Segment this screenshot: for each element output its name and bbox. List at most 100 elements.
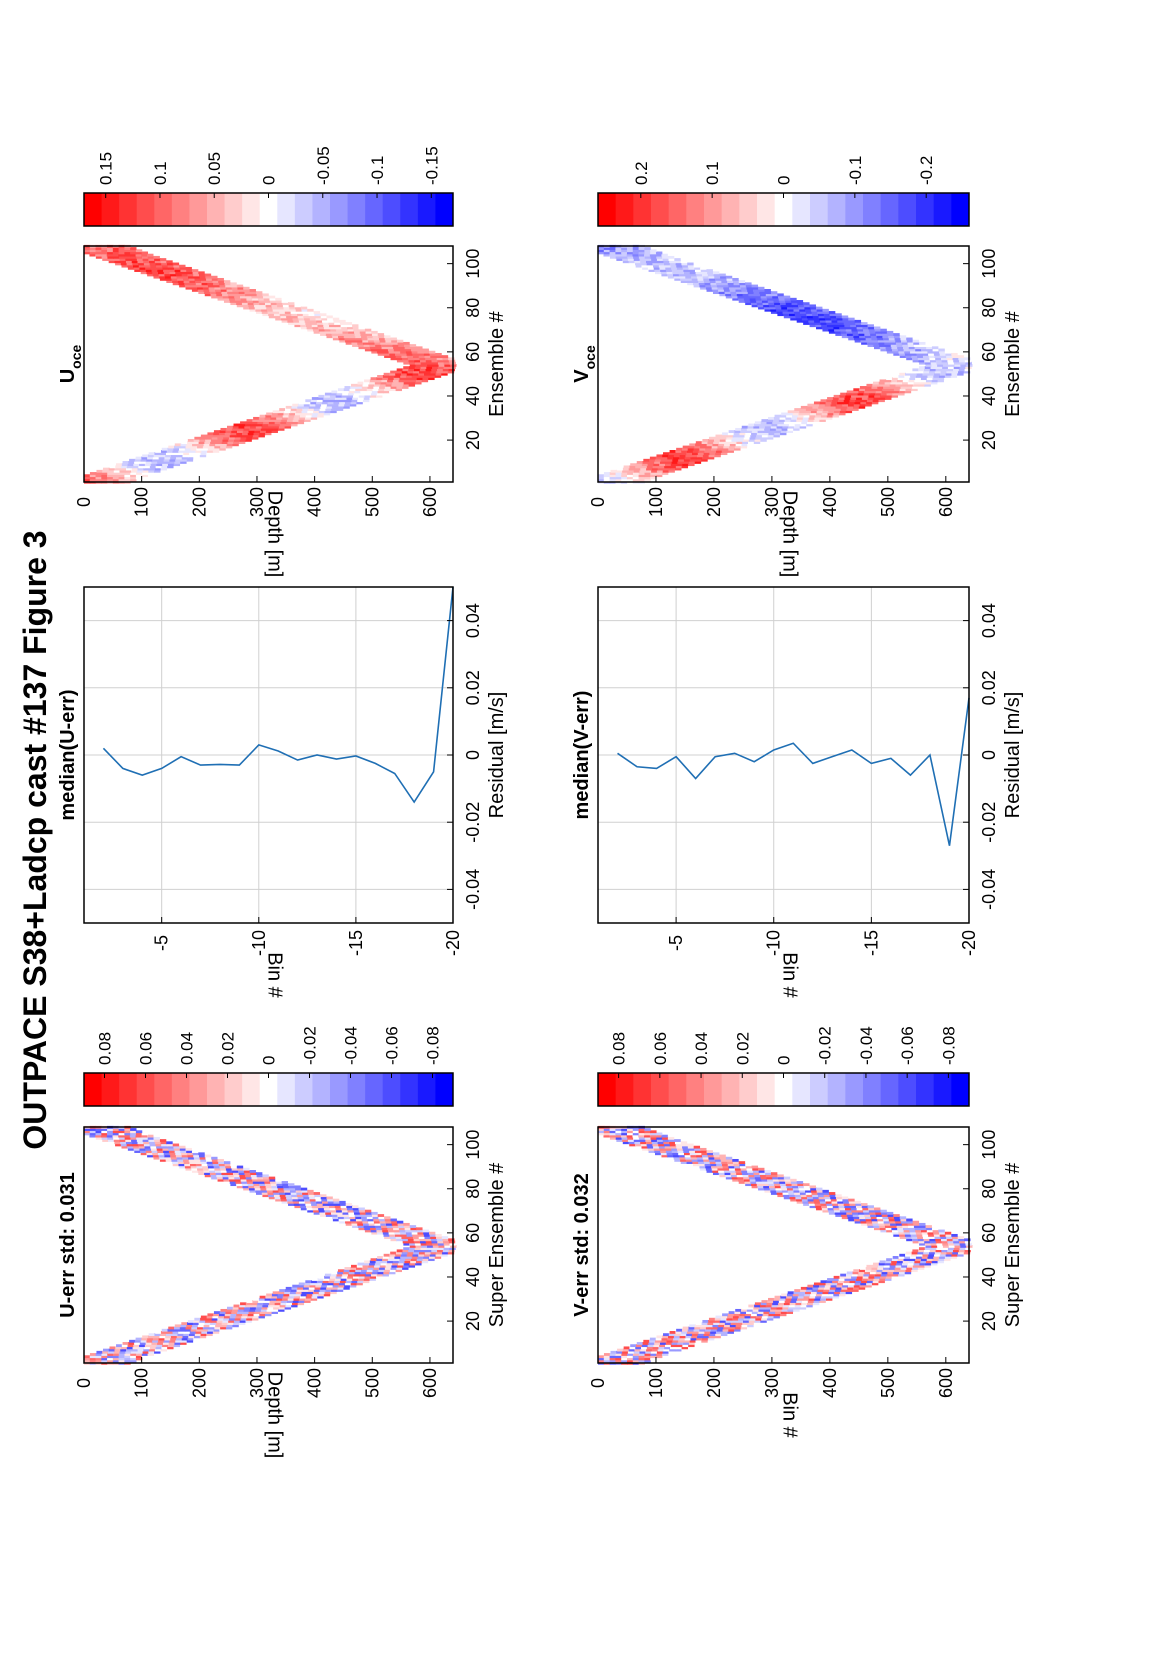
heatmap-cell bbox=[126, 465, 134, 469]
heatmap-cell bbox=[638, 247, 645, 250]
colorbar-tick-label: -0.04 bbox=[342, 1026, 361, 1065]
depth-tick-label: 300 bbox=[762, 1368, 782, 1398]
heatmap-cell bbox=[767, 419, 774, 422]
heatmap-cell bbox=[827, 1293, 834, 1297]
heatmap-cell bbox=[437, 1242, 445, 1246]
heatmap-cell bbox=[321, 1284, 328, 1288]
heatmap-cell bbox=[200, 434, 208, 438]
heatmap-cell bbox=[403, 341, 410, 345]
heatmap-cell bbox=[649, 458, 656, 462]
heatmap-cell bbox=[320, 1286, 327, 1290]
heatmap-cell bbox=[298, 403, 305, 407]
heatmap-cell bbox=[209, 289, 216, 292]
heatmap-cell bbox=[126, 1346, 134, 1350]
heatmap-cell bbox=[379, 386, 386, 389]
heatmap-cell bbox=[887, 1214, 894, 1217]
heatmap-cell bbox=[906, 337, 913, 341]
heatmap-cell bbox=[777, 1304, 784, 1308]
heatmap-cell bbox=[113, 255, 120, 259]
heatmap-cell bbox=[690, 456, 697, 460]
colorbar-segment bbox=[704, 193, 723, 226]
heatmap-cell bbox=[350, 337, 357, 341]
heatmap-cell bbox=[964, 359, 972, 363]
heatmap-cell bbox=[692, 452, 699, 456]
colorbar-segment bbox=[136, 1073, 155, 1106]
heatmap-cell bbox=[615, 1132, 622, 1136]
heatmap-cell bbox=[721, 280, 728, 283]
heatmap-cell bbox=[205, 436, 213, 440]
heatmap-cell bbox=[395, 1236, 403, 1239]
heatmap-cell bbox=[964, 1238, 971, 1242]
colorbar-tick-label: -0.04 bbox=[857, 1026, 876, 1065]
heatmap-cell bbox=[937, 1245, 944, 1248]
heatmap-cell bbox=[392, 1260, 400, 1264]
heatmap-cell bbox=[683, 1150, 690, 1153]
heatmap-cell bbox=[315, 1284, 322, 1288]
heatmap-cell bbox=[281, 1200, 288, 1204]
heatmap-cell bbox=[389, 355, 397, 358]
heatmap-cell bbox=[418, 1233, 425, 1237]
heatmap-cell bbox=[89, 1357, 97, 1361]
heatmap-cell bbox=[317, 324, 324, 328]
heatmap-cell bbox=[713, 1319, 721, 1323]
heatmap-cell bbox=[645, 469, 652, 473]
heatmap-cell bbox=[344, 401, 352, 405]
heatmap-cell bbox=[240, 436, 247, 440]
heatmap-cell bbox=[391, 339, 398, 343]
heatmap-cell bbox=[888, 386, 896, 389]
heatmap-cell bbox=[916, 1253, 924, 1257]
heatmap-cell bbox=[746, 1308, 754, 1312]
heatmap-cell bbox=[363, 1225, 370, 1228]
heatmap-cell bbox=[718, 1172, 726, 1176]
heatmap-cell bbox=[899, 388, 907, 392]
heatmap-cell bbox=[787, 1308, 794, 1312]
heatmap-cell bbox=[232, 1172, 240, 1176]
heatmap-cell bbox=[215, 1170, 222, 1173]
heatmap-cell bbox=[437, 1247, 445, 1251]
heatmap-cell bbox=[124, 251, 131, 255]
heatmap-cell bbox=[669, 1141, 676, 1145]
heatmap-cell bbox=[906, 1267, 913, 1270]
heatmap-cell bbox=[932, 1258, 939, 1262]
heatmap-cell bbox=[307, 328, 314, 332]
heatmap-cell bbox=[171, 452, 179, 456]
heatmap-cell bbox=[202, 286, 210, 290]
heatmap-cell bbox=[869, 390, 877, 394]
heatmap-cell bbox=[310, 1282, 317, 1286]
heatmap-cell bbox=[387, 1260, 394, 1264]
heatmap-cell bbox=[638, 476, 645, 480]
heatmap-cell bbox=[390, 1267, 397, 1270]
heatmap-cell bbox=[324, 392, 332, 396]
heatmap-cell bbox=[610, 469, 617, 473]
heatmap-cell bbox=[282, 1295, 290, 1299]
heatmap-cell bbox=[304, 1300, 311, 1303]
heatmap-cell bbox=[736, 1172, 743, 1176]
heatmap-cell bbox=[190, 282, 197, 286]
heatmap-cell bbox=[214, 286, 221, 290]
heatmap-cell bbox=[394, 350, 401, 354]
u_oce-title: Uoce bbox=[57, 344, 84, 383]
heatmap-cell bbox=[273, 313, 281, 317]
heatmap-cell bbox=[781, 306, 788, 310]
heatmap-cell bbox=[405, 1258, 412, 1262]
heatmap-cell bbox=[448, 368, 455, 372]
heatmap-cell bbox=[159, 275, 166, 279]
heatmap-cell bbox=[132, 465, 139, 469]
heatmap-cell bbox=[668, 258, 675, 261]
heatmap-cell bbox=[108, 1141, 116, 1145]
heatmap-cell bbox=[871, 1282, 879, 1286]
heatmap-cell bbox=[238, 441, 246, 445]
heatmap-cell bbox=[964, 1240, 972, 1244]
heatmap-cell bbox=[743, 1317, 751, 1321]
heatmap-cell bbox=[689, 1152, 697, 1156]
colorbar-segment bbox=[615, 193, 634, 226]
heatmap-cell bbox=[200, 436, 207, 440]
heatmap-cell bbox=[826, 1205, 834, 1209]
heatmap-cell bbox=[814, 1297, 821, 1301]
heatmap-cell bbox=[653, 463, 660, 467]
heatmap-cell bbox=[339, 339, 346, 343]
heatmap-cell bbox=[390, 357, 397, 361]
heatmap-cell bbox=[184, 284, 192, 288]
heatmap-cell bbox=[376, 1229, 383, 1233]
heatmap-cell bbox=[400, 375, 407, 378]
